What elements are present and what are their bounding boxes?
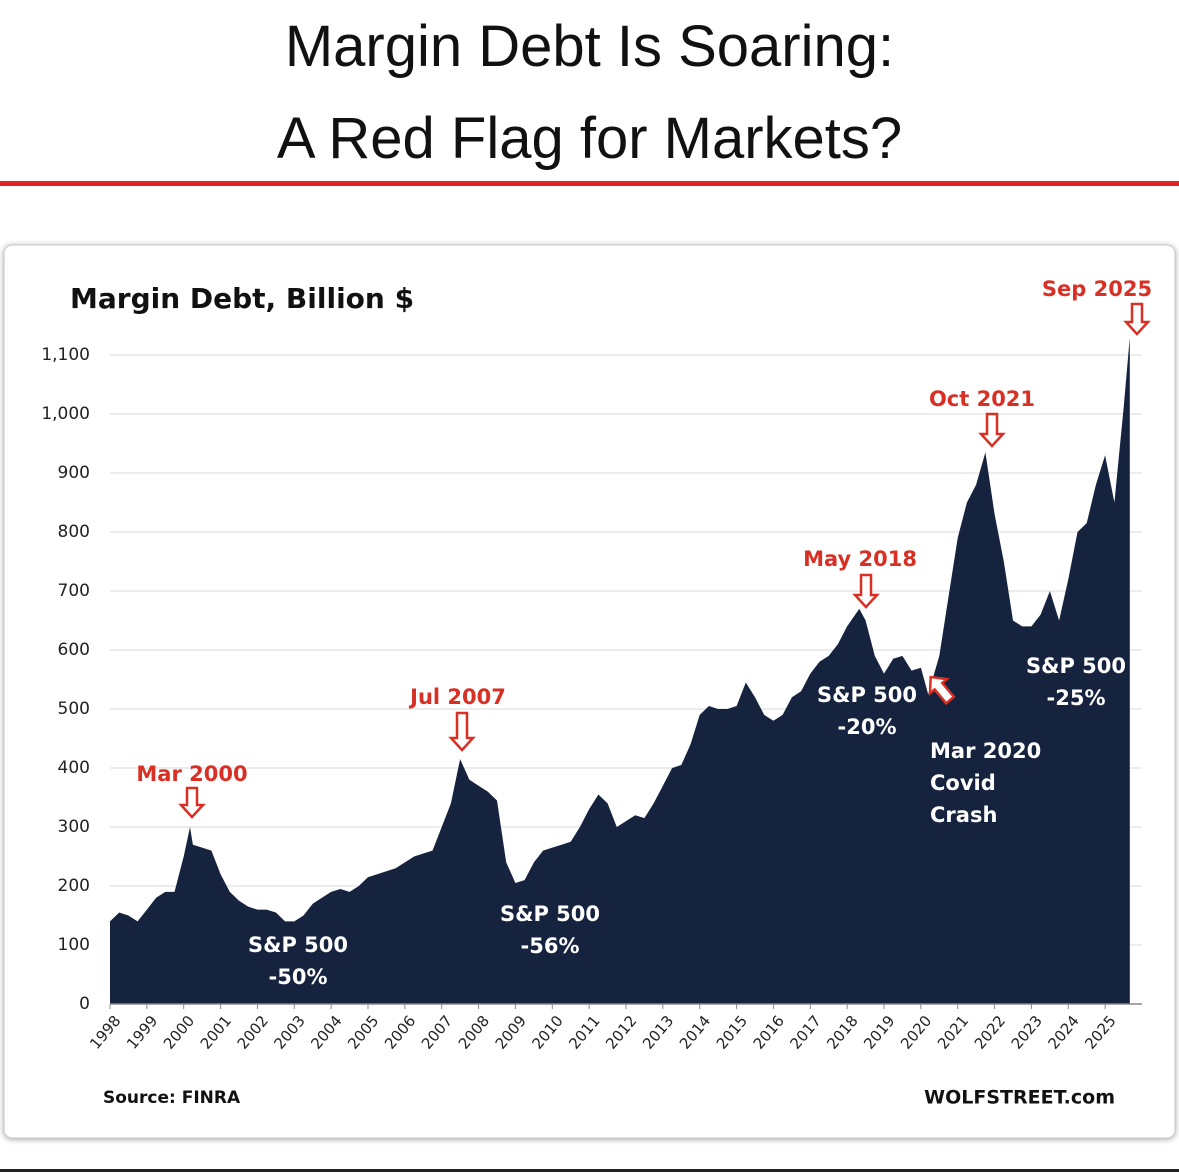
annotation: S&P 500 [817,683,917,707]
headline: A Red Flag for Markets? [276,106,903,171]
y-tick-label: 200 [58,876,90,896]
y-tick-label: 300 [58,817,90,837]
annotation: Oct 2021 [929,387,1035,411]
y-tick-label: 1,100 [41,345,90,365]
y-tick-label: 100 [58,935,90,955]
y-tick-label: 0 [79,994,90,1014]
annotation: Mar 2000 [136,762,247,786]
credit: WOLFSTREET.com [924,1087,1115,1109]
annotation: -50% [269,965,328,989]
annotation-arrow [978,412,1006,448]
annotation: -25% [1047,686,1106,710]
annotation: Sep 2025 [1042,277,1152,301]
annotation: Mar 2020 [930,739,1041,763]
y-tick-label: 600 [58,640,90,660]
annotation-arrow [448,711,476,752]
y-tick-label: 400 [58,758,90,778]
annotation: Jul 2007 [408,685,506,709]
annotation: S&P 500 [1026,654,1126,678]
area [110,337,1130,1004]
annotation-arrow [852,573,880,609]
annotation: Covid [930,771,996,795]
annotation-arrow [928,675,956,705]
annotation: S&P 500 [500,902,600,926]
annotation: S&P 500 [248,933,348,957]
y-tick-label: 700 [58,581,90,601]
annotation: -20% [838,715,897,739]
source: Source: FINRA [103,1088,241,1108]
annotation-arrow [1123,302,1151,336]
annotation: -56% [521,934,580,958]
annotation-arrow [178,786,206,819]
divider [0,1169,1179,1172]
annotation: Crash [930,803,997,827]
chart-title: Margin Debt, Billion $ [70,282,414,315]
y-tick-label: 800 [58,522,90,542]
y-tick-label: 900 [58,463,90,483]
y-tick-label: 1,000 [41,404,90,424]
y-tick-label: 500 [58,699,90,719]
annotation: May 2018 [803,547,917,571]
headline: Margin Debt Is Soaring: [284,14,895,79]
divider [0,181,1179,186]
